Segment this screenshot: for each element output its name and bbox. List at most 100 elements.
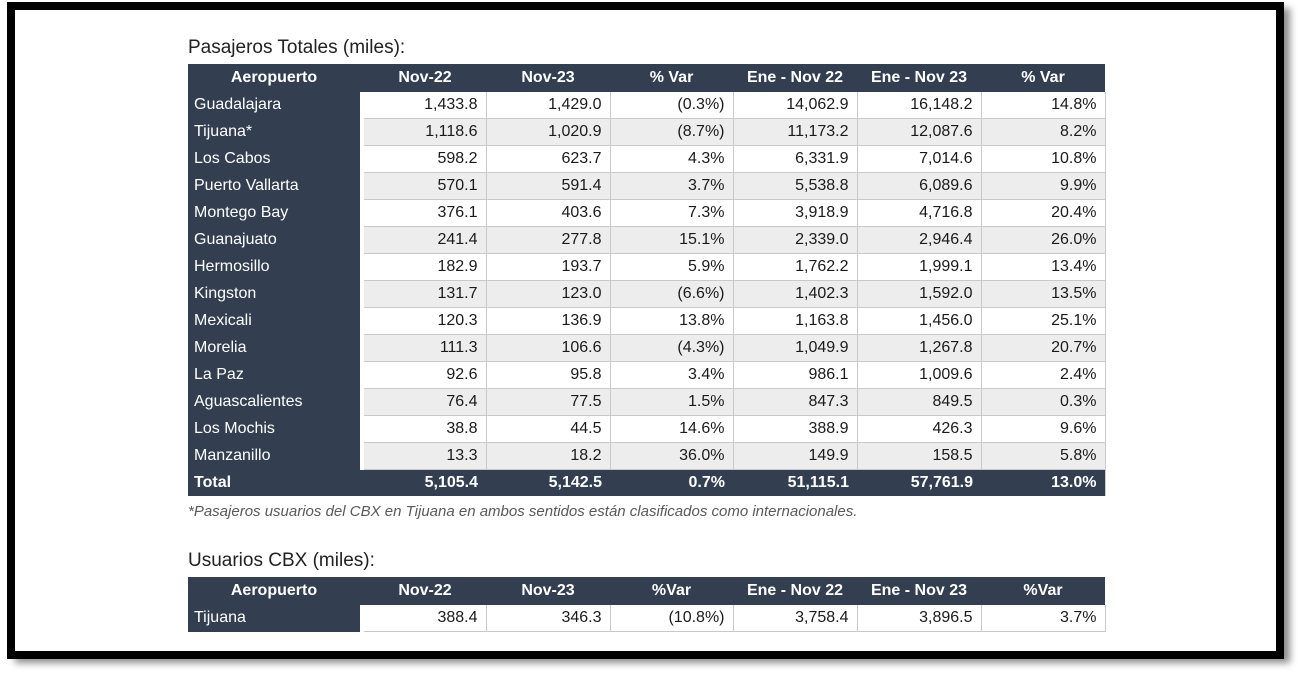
value-cell: 3.4% xyxy=(609,361,733,389)
value-cell: 11,173.2 xyxy=(732,118,857,146)
value-cell: 2,339.0 xyxy=(732,226,857,254)
pasajeros-totales-table: Aeropuerto Nov-22 Nov-23% Var Ene - Nov 22 E… xyxy=(188,64,1106,496)
column-header: %Var xyxy=(981,577,1105,605)
value-cell: 3.7% xyxy=(609,172,733,200)
airport-name-cell: Morelia xyxy=(188,334,364,362)
value-cell: 14,062.9 xyxy=(732,92,857,119)
table-row: Los Mochis 38.8 44.5 14.6% 388.9 426.3 9.6% xyxy=(188,415,1106,443)
value-cell: 1,009.6 xyxy=(856,361,981,389)
table-row: Mexicali 120.3 136.9 13.8% 1,163.8 1,456.0 25.… xyxy=(188,307,1106,335)
table-row: La Paz 92.6 95.8 3.4% 986.1 1,009.6 2.4% xyxy=(188,361,1106,389)
table-row: Morelia 111.3 106.6 (4.3%) 1,049.9 1,267.8 20.… xyxy=(188,334,1106,362)
value-cell: 123.0 xyxy=(485,280,610,308)
airport-name-cell: Tijuana xyxy=(188,605,364,632)
value-cell: (8.7%) xyxy=(609,118,733,146)
value-cell: 5,142.5 xyxy=(486,469,610,496)
airport-name-cell: Mexicali xyxy=(188,307,364,335)
value-cell: 13.0% xyxy=(981,469,1106,496)
column-header: Aeropuerto xyxy=(188,577,364,605)
airport-name-cell: Montego Bay xyxy=(188,199,364,227)
value-cell: 92.6 xyxy=(362,361,486,389)
airport-name-cell: Aguascalientes xyxy=(188,388,364,416)
table1-header-row: Aeropuerto Nov-22 Nov-23% Var Ene - Nov 22 E… xyxy=(188,64,1105,92)
column-header: Ene - Nov 22 xyxy=(733,577,857,605)
value-cell: 598.2 xyxy=(362,145,486,173)
section-gap xyxy=(188,520,1276,550)
column-header: Nov-22 xyxy=(362,577,486,605)
report-content: Pasajeros Totales (miles): Aeropuerto Nov… xyxy=(15,10,1276,632)
value-cell: 3,758.4 xyxy=(732,605,857,632)
value-cell: 277.8 xyxy=(485,226,610,254)
table-row: Guadalajara 1,433.8 1,429.0 (0.3%) 14,062.9 1… xyxy=(188,92,1106,119)
value-cell: 95.8 xyxy=(485,361,610,389)
value-cell: 3,918.9 xyxy=(732,199,857,227)
column-header: Ene - Nov 23 xyxy=(857,577,981,605)
value-cell: 131.7 xyxy=(362,280,486,308)
value-cell: 14.6% xyxy=(609,415,733,443)
airport-name-cell: La Paz xyxy=(188,361,364,389)
value-cell: 38.8 xyxy=(362,415,486,443)
value-cell: 158.5 xyxy=(856,442,981,470)
value-cell: 5,538.8 xyxy=(732,172,857,200)
table1-title: Pasajeros Totales (miles): xyxy=(188,37,406,58)
value-cell: 9.6% xyxy=(980,415,1106,443)
value-cell: 26.0% xyxy=(980,226,1106,254)
value-cell: 193.7 xyxy=(485,253,610,281)
value-cell: 1.5% xyxy=(609,388,733,416)
column-header: Ene - Nov 22 xyxy=(733,64,857,92)
airport-name-cell: Manzanillo xyxy=(188,442,364,470)
value-cell: 20.7% xyxy=(980,334,1106,362)
value-cell: 16,148.2 xyxy=(856,92,981,119)
usuarios-cbx-table: Aeropuerto Nov-22 Nov-23 %Var Ene - Nov 22 En… xyxy=(188,577,1106,632)
value-cell: 13.8% xyxy=(609,307,733,335)
value-cell: 182.9 xyxy=(362,253,486,281)
value-cell: 4.3% xyxy=(609,145,733,173)
value-cell: 1,163.8 xyxy=(732,307,857,335)
value-cell: 623.7 xyxy=(485,145,610,173)
value-cell: (0.3%) xyxy=(609,92,733,119)
value-cell: 136.9 xyxy=(485,307,610,335)
value-cell: 77.5 xyxy=(485,388,610,416)
value-cell: 3.7% xyxy=(980,605,1106,632)
value-cell: 12,087.6 xyxy=(856,118,981,146)
pasajeros-totales-section: Pasajeros Totales (miles): Aeropuerto Nov… xyxy=(188,37,1276,520)
value-cell: 106.6 xyxy=(485,334,610,362)
value-cell: (4.3%) xyxy=(609,334,733,362)
table1-header: Aeropuerto Nov-22 Nov-23% Var Ene - Nov 22 E… xyxy=(188,64,1105,92)
column-header: % Var xyxy=(610,64,733,92)
airport-name-cell: Hermosillo xyxy=(188,253,364,281)
value-cell: 376.1 xyxy=(362,199,486,227)
value-cell: 20.4% xyxy=(980,199,1106,227)
value-cell: 9.9% xyxy=(980,172,1106,200)
airport-name-cell: Guadalajara xyxy=(188,92,364,119)
value-cell: 1,118.6 xyxy=(362,118,486,146)
column-header: Nov-22 xyxy=(362,64,486,92)
value-cell: 8.2% xyxy=(980,118,1106,146)
value-cell: 0.3% xyxy=(980,388,1106,416)
value-cell: 1,020.9 xyxy=(485,118,610,146)
airport-name-cell: Tijuana* xyxy=(188,118,364,146)
value-cell: 76.4 xyxy=(362,388,486,416)
column-header: Nov-23 xyxy=(486,577,610,605)
table2-header-row: Aeropuerto Nov-22 Nov-23 %Var Ene - Nov 22 En… xyxy=(188,577,1105,605)
value-cell: 25.1% xyxy=(980,307,1106,335)
value-cell: 111.3 xyxy=(362,334,486,362)
table-row: Guanajuato 241.4 277.8 15.1% 2,339.0 2,946.4 2… xyxy=(188,226,1106,254)
value-cell: 2,946.4 xyxy=(856,226,981,254)
column-header: % Var xyxy=(981,64,1105,92)
value-cell: 5.8% xyxy=(980,442,1106,470)
value-cell: 0.7% xyxy=(610,469,733,496)
value-cell: 403.6 xyxy=(485,199,610,227)
value-cell: 1,592.0 xyxy=(856,280,981,308)
value-cell: 847.3 xyxy=(732,388,857,416)
table-row: Tijuana* 1,118.6 1,020.9 (8.7%) 11,173.2 12,0… xyxy=(188,118,1106,146)
table-row: Aguascalientes 76.4 77.5 1.5% 847.3 849.5 0.3% xyxy=(188,388,1106,416)
value-cell: 570.1 xyxy=(362,172,486,200)
table-row: Tijuana 388.4 346.3 (10.8%) 3,758.4 3,896.5 3.… xyxy=(188,605,1106,632)
total-row: Total 5,105.4 5,142.5 0.7% 51,115.1 57,761.9 1… xyxy=(188,469,1106,496)
value-cell: 591.4 xyxy=(485,172,610,200)
table-row: Kingston 131.7 123.0 (6.6%) 1,402.3 1,592.0 13… xyxy=(188,280,1106,308)
value-cell: 388.4 xyxy=(362,605,486,632)
value-cell: 1,433.8 xyxy=(362,92,486,119)
value-cell: 1,456.0 xyxy=(856,307,981,335)
